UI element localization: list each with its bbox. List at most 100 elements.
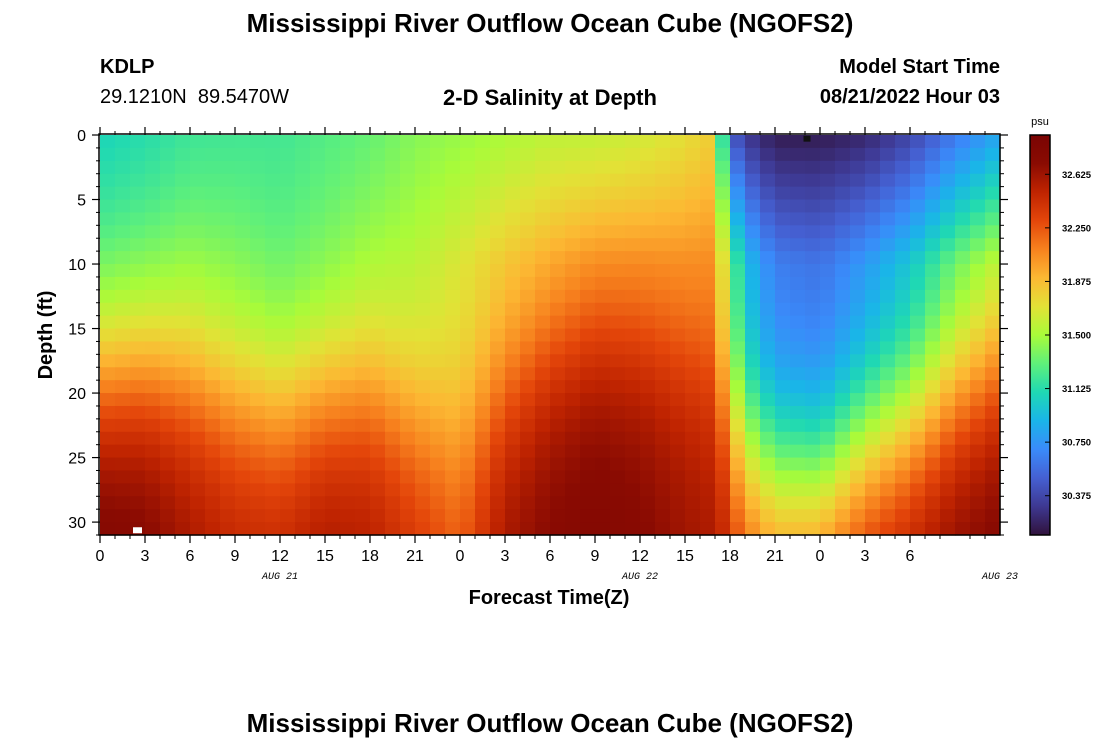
heatmap-cell	[445, 186, 461, 201]
y-tick-label: 0	[77, 128, 86, 145]
heatmap-cell	[415, 199, 431, 214]
heatmap-cell	[610, 393, 626, 407]
heatmap-cell	[805, 199, 821, 214]
heatmap-cell	[220, 393, 236, 407]
heatmap-cell	[910, 186, 926, 201]
heatmap-cell	[130, 199, 146, 214]
heatmap-cell	[430, 328, 446, 343]
heatmap-cell	[460, 225, 476, 239]
heatmap-cell	[550, 238, 566, 252]
heatmap-cell	[820, 160, 836, 175]
heatmap-cell	[715, 173, 731, 188]
heatmap-cell	[220, 238, 236, 252]
heatmap-cell	[235, 509, 251, 523]
heatmap-cell	[505, 496, 521, 510]
heatmap-cell	[340, 160, 356, 175]
heatmap-cell	[100, 393, 116, 407]
heatmap-cell	[370, 251, 386, 265]
heatmap-cell	[700, 160, 716, 175]
heatmap-cell	[325, 457, 341, 472]
heatmap-cell	[745, 186, 761, 201]
heatmap-cell	[145, 496, 161, 510]
heatmap-cell	[820, 380, 836, 394]
heatmap-cell	[610, 509, 626, 523]
heatmap-cell	[445, 147, 461, 162]
heatmap-cell	[670, 457, 686, 472]
heatmap-cell	[535, 328, 551, 343]
heatmap-cell	[640, 173, 656, 188]
heatmap-cell	[430, 238, 446, 252]
heatmap-cell	[460, 483, 476, 497]
heatmap-cell	[220, 289, 236, 304]
heatmap-cell	[925, 289, 941, 304]
heatmap-cell	[100, 225, 116, 239]
heatmap-cell	[265, 367, 281, 381]
heatmap-cell	[235, 418, 251, 433]
heatmap-cell	[220, 405, 236, 420]
x-tick-label: 0	[816, 548, 825, 565]
heatmap-cell	[865, 289, 881, 304]
heatmap-cell	[865, 444, 881, 459]
heatmap-cell	[685, 444, 701, 459]
heatmap-cell	[565, 186, 581, 201]
heatmap-cell	[145, 173, 161, 188]
heatmap-cell	[325, 302, 341, 317]
heatmap-cell	[700, 341, 716, 355]
heatmap-cell	[850, 276, 866, 291]
heatmap-cell	[985, 496, 1001, 510]
heatmap-cell	[115, 173, 131, 188]
heatmap-cell	[565, 264, 581, 278]
heatmap-cell	[985, 173, 1001, 188]
heatmap-cell	[505, 483, 521, 497]
heatmap-cell	[835, 186, 851, 201]
heatmap-cell	[760, 354, 776, 368]
heatmap-cell	[430, 212, 446, 226]
heatmap-cell	[655, 302, 671, 317]
heatmap-cell	[760, 276, 776, 291]
heatmap-cell	[580, 160, 596, 175]
date-label: AUG 21	[261, 572, 298, 583]
heatmap-cell	[730, 264, 746, 278]
heatmap-cell	[325, 212, 341, 226]
heatmap-cell	[745, 380, 761, 394]
heatmap-cell	[355, 238, 371, 252]
heatmap-cell	[895, 444, 911, 459]
heatmap-cell	[475, 405, 491, 420]
heatmap-cell	[280, 289, 296, 304]
heatmap-cell	[160, 470, 176, 484]
heatmap-cell	[190, 302, 206, 317]
heatmap-cell	[715, 405, 731, 420]
heatmap-cell	[160, 315, 176, 330]
heatmap-cell	[310, 238, 326, 252]
heatmap-cell	[835, 238, 851, 252]
heatmap-cell	[265, 276, 281, 291]
heatmap-cell	[520, 251, 536, 265]
heatmap-cell	[160, 173, 176, 188]
heatmap-cell	[235, 289, 251, 304]
x-tick-label: 9	[231, 548, 240, 565]
heatmap-cell	[970, 276, 986, 291]
heatmap-cell	[265, 444, 281, 459]
heatmap-cell	[655, 199, 671, 214]
heatmap-cell	[910, 393, 926, 407]
y-tick-label: 25	[68, 451, 86, 468]
heatmap-cell	[625, 147, 641, 162]
heatmap-cell	[250, 289, 266, 304]
heatmap-cell	[385, 418, 401, 433]
heatmap-cell	[460, 199, 476, 214]
heatmap-cell	[265, 431, 281, 446]
heatmap-cell	[175, 354, 191, 368]
heatmap-cell	[205, 147, 221, 162]
heatmap-cell	[115, 225, 131, 239]
heatmap-cell	[760, 393, 776, 407]
heatmap-cell	[445, 289, 461, 304]
heatmap-cell	[655, 276, 671, 291]
heatmap-cell	[235, 444, 251, 459]
heatmap-cell	[865, 522, 881, 536]
heatmap-cell	[400, 367, 416, 381]
heatmap-cell	[565, 367, 581, 381]
heatmap-cell	[265, 457, 281, 472]
x-tick-label: 0	[456, 548, 465, 565]
heatmap-cell	[400, 431, 416, 446]
heatmap-cell	[775, 225, 791, 239]
